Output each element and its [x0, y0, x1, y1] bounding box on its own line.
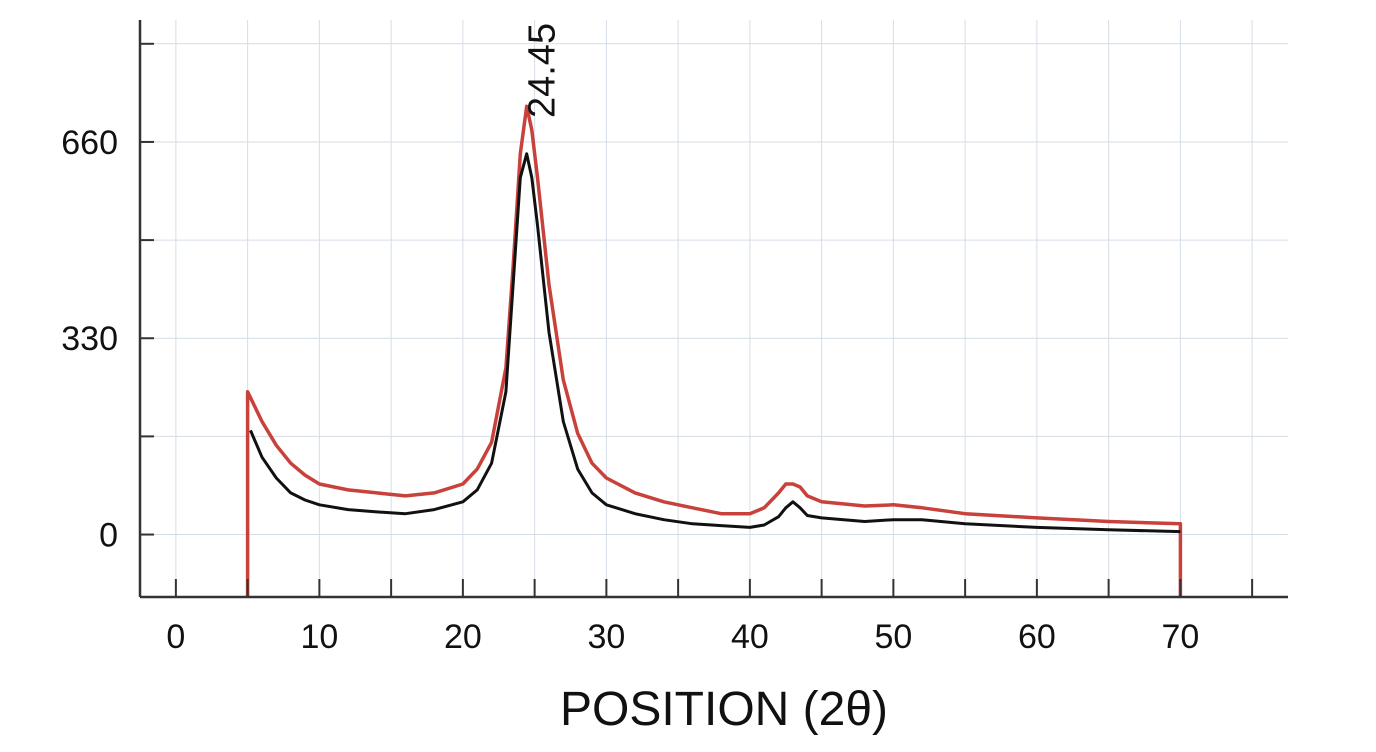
x-tick-label: 50	[874, 618, 912, 656]
series-line-2	[249, 152, 1181, 534]
axes	[138, 20, 1288, 599]
y-tick-label: 330	[61, 320, 118, 358]
y-tick-label: 0	[99, 517, 118, 555]
x-tick-label: 20	[444, 618, 482, 656]
x-tick-label: 40	[731, 618, 769, 656]
x-tick-label: 70	[1161, 618, 1199, 656]
x-axis-title: POSITION (2θ)	[560, 683, 888, 736]
x-tick-label: 30	[587, 618, 625, 656]
labels: 0 10 20 30 40 50 60 70 0 330 660 POSITION (2θ) 24.45	[61, 23, 1199, 736]
y-tick-label: 660	[61, 124, 118, 162]
series-group	[245, 104, 1183, 597]
x-tick-label: 0	[166, 618, 185, 656]
grid	[140, 20, 1288, 597]
x-tick-label: 10	[300, 618, 338, 656]
x-tick-label: 60	[1018, 618, 1056, 656]
peak-label: 24.45	[522, 23, 564, 118]
series-line-1	[245, 104, 1183, 597]
